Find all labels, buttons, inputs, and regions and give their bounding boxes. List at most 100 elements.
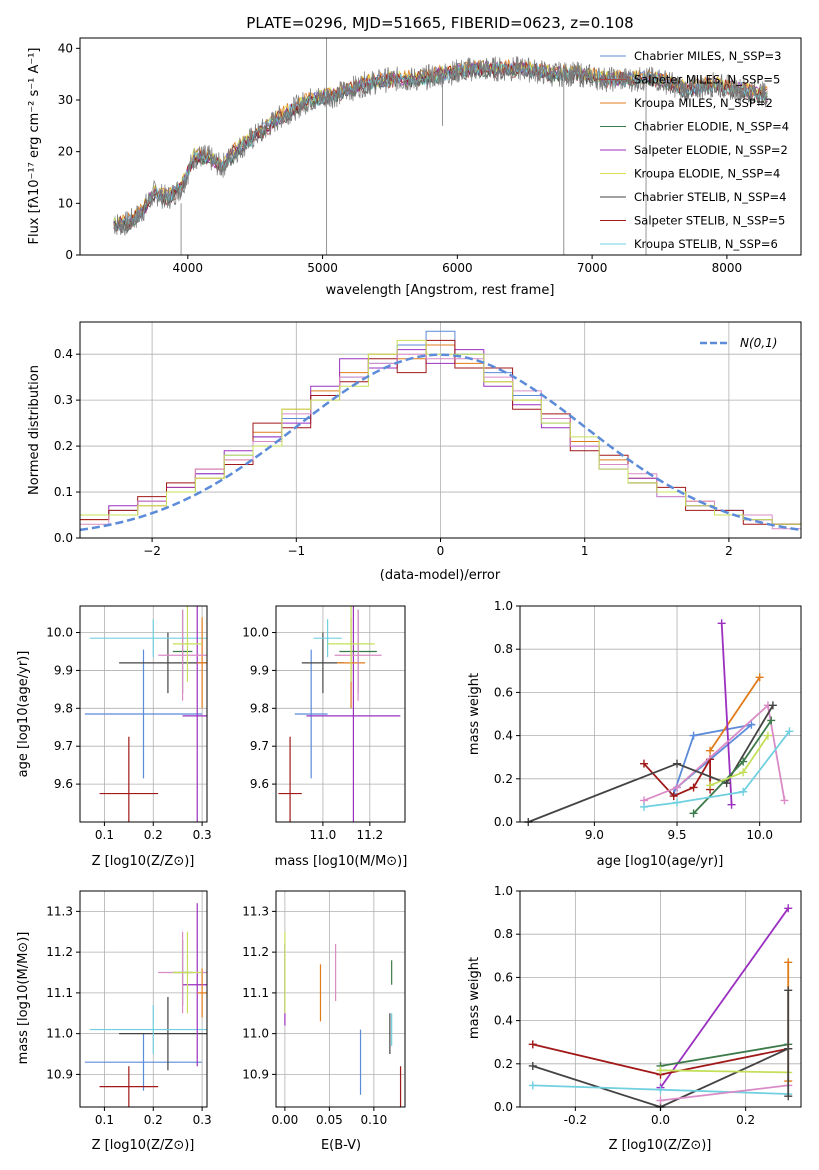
weight-marker	[768, 701, 777, 710]
normal-curve	[79, 353, 802, 532]
weight-marker	[706, 781, 715, 790]
weight-marker	[639, 759, 648, 768]
y-tick-label: 0.4	[494, 729, 513, 743]
weight-marker	[785, 727, 794, 736]
weight-marker	[767, 716, 776, 725]
y-tick-label: 0.1	[54, 485, 73, 499]
y-tick-label: 0.6	[494, 685, 513, 699]
legend-label: Chabrier STELIB, N_SSP=4	[634, 190, 786, 204]
y-tick-label: 9.7	[250, 739, 269, 753]
weight-vs-z-panel: -0.2 0.0 0.2 0.0 0.2 0.4 0.6 0.8 1.0	[494, 884, 802, 1127]
weight-marker	[673, 798, 682, 807]
weight-line	[660, 1069, 789, 1074]
x-tick-label: 0.05	[316, 1113, 343, 1127]
age-vs-mass-panel: 11.0 11.2 9.6 9.7 9.8 9.9 10.0	[242, 605, 406, 842]
axes-frame	[275, 890, 406, 1108]
weight-line	[643, 703, 786, 802]
x-tick-label: −1	[287, 544, 305, 558]
weight-line	[672, 723, 755, 795]
weight-marker	[763, 731, 772, 740]
x-tick-label: 0.00	[272, 1113, 299, 1127]
y-tick-label: 0.3	[54, 393, 73, 407]
legend-label: Kroupa ELODIE, N_SSP=4	[634, 167, 780, 181]
y-tick-label: 11.2	[242, 945, 269, 959]
y-tick-label: 11.0	[242, 1027, 269, 1041]
weight-marker	[528, 1040, 537, 1049]
weight-marker	[656, 1096, 665, 1105]
y-tick-label: 9.8	[54, 701, 73, 715]
spectrum-xlabel: wavelength [Angstrom, rest frame]	[326, 283, 555, 298]
x-tick-label: 0.0	[651, 1113, 670, 1127]
x-tick-label: 0.3	[193, 828, 212, 842]
weight-vs-z-xlabel: Z [log10(Z/Z⊙)]	[609, 1138, 712, 1153]
mass-vs-z-ylabel: mass [log10(M/M⊙)]	[16, 932, 31, 1065]
residual-xlabel: (data-model)/error	[380, 568, 501, 583]
histogram-step	[80, 353, 801, 530]
weight-marker	[784, 904, 793, 913]
age-vs-z-ylabel: age [log10(age/yr)]	[16, 651, 31, 778]
weight-line	[643, 730, 791, 808]
x-tick-label: 8000	[712, 261, 743, 275]
legend-label: Salpeter ELODIE, N_SSP=2	[634, 143, 788, 157]
x-tick-label: 10.0	[746, 828, 773, 842]
weight-vs-age-xlabel: age [log10(age/yr)]	[597, 854, 724, 869]
axes-frame	[519, 605, 802, 823]
weight-vs-age-panel: 9.0 9.5 10.0 0.0 0.2 0.4 0.6 0.8 1.0	[494, 599, 802, 842]
x-tick-label: 6000	[442, 261, 473, 275]
weight-marker	[689, 783, 698, 792]
y-tick-label: 11.1	[242, 986, 269, 1000]
weight-marker	[673, 783, 682, 792]
y-tick-label: 0.0	[494, 1100, 513, 1114]
y-tick-label: 11.2	[46, 945, 73, 959]
legend-label: Salpeter STELIB, N_SSP=5	[634, 214, 785, 228]
mass-vs-ebv-xlabel: E(B-V)	[321, 1138, 361, 1153]
x-tick-label: 2	[725, 544, 733, 558]
weight-marker	[747, 720, 756, 729]
axes-frame	[79, 605, 208, 823]
weight-line	[709, 676, 761, 752]
age-vs-mass-xlabel: mass [log10(M/M⊙)]	[275, 854, 408, 869]
y-tick-label: 11.1	[46, 986, 73, 1000]
mass-vs-z-panel: 0.1 0.2 0.3 10.9 11.0 11.1 11.2 11.3	[46, 890, 212, 1127]
residual-panel: −2 −1 0 1 2 0.0 0.1 0.2 0.3 0.4 N(0,1)	[54, 321, 802, 558]
y-tick-label: 0.0	[54, 531, 73, 545]
legend-label: Kroupa STELIB, N_SSP=6	[634, 237, 778, 251]
legend-label: Chabrier MILES, N_SSP=3	[634, 49, 781, 63]
legend-label: Kroupa MILES, N_SSP=2	[634, 96, 773, 110]
weight-marker	[739, 768, 748, 777]
weight-marker	[669, 792, 678, 801]
y-tick-label: 0	[65, 248, 73, 262]
weight-marker	[755, 673, 764, 682]
weight-marker	[722, 779, 731, 788]
weight-line	[659, 907, 789, 1089]
weight-vs-z-ylabel: mass weight	[467, 957, 482, 1039]
y-tick-label: 10	[58, 196, 73, 210]
age-vs-z-panel: 0.1 0.2 0.3 9.6 9.7 9.8 9.9 10.0	[46, 605, 212, 842]
weight-line	[527, 704, 774, 823]
y-tick-label: 0.8	[494, 642, 513, 656]
legend-label: N(0,1)	[740, 336, 777, 350]
legend-label: Salpeter MILES, N_SSP=5	[634, 73, 780, 87]
histogram-step	[80, 339, 801, 525]
residual-ylabel: Normed distribution	[27, 365, 42, 495]
x-tick-label: 11.2	[356, 828, 383, 842]
weight-marker	[739, 787, 748, 796]
y-tick-label: 30	[58, 93, 73, 107]
weight-marker	[528, 1061, 537, 1070]
y-tick-label: 0.2	[54, 439, 73, 453]
weight-marker	[656, 1085, 665, 1094]
y-tick-label: 1.0	[494, 599, 513, 613]
x-tick-label: 11.0	[310, 828, 337, 842]
x-tick-label: 0.2	[144, 828, 163, 842]
mass-vs-ebv-panel: 0.00 0.05 0.10 10.9 11.0 11.1 11.2 11.3	[242, 890, 406, 1127]
x-tick-label: 5000	[307, 261, 338, 275]
x-tick-label: 7000	[577, 261, 608, 275]
weight-marker	[784, 958, 793, 967]
observed-spectrum-line	[113, 56, 768, 236]
axes-frame	[275, 605, 406, 823]
weight-marker	[673, 759, 682, 768]
weight-marker	[784, 986, 793, 995]
axes-frame	[79, 890, 208, 1108]
y-tick-label: 11.0	[46, 1027, 73, 1041]
x-tick-label: 0.10	[361, 1113, 388, 1127]
